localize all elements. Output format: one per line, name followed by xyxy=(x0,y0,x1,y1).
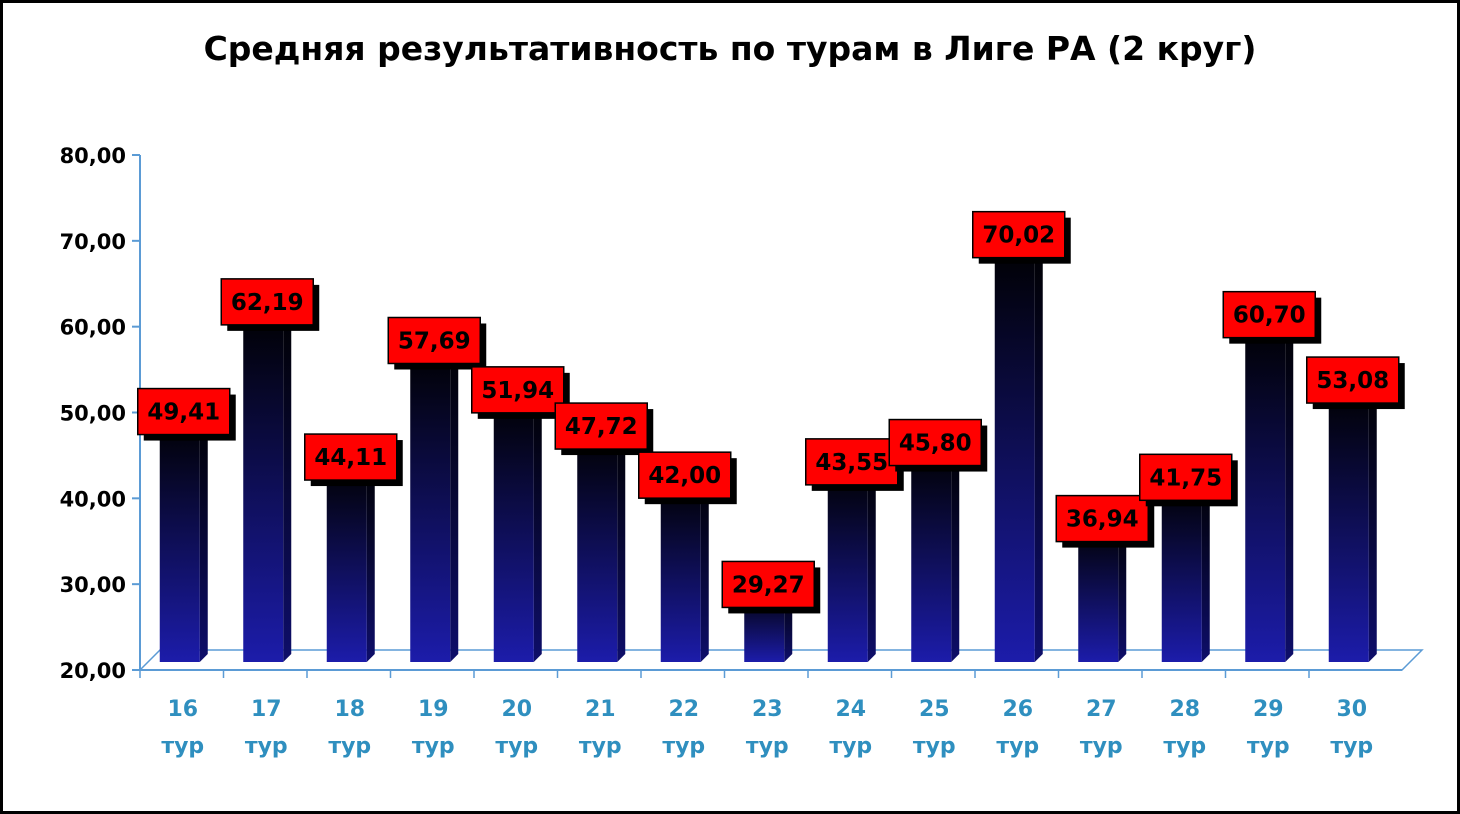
data-label-box xyxy=(1055,494,1149,543)
bar-side xyxy=(617,424,626,662)
data-label: 57,69 xyxy=(398,328,471,354)
data-label-box xyxy=(554,402,648,450)
data-label-box xyxy=(1306,356,1400,404)
x-tick-label: 26 xyxy=(1002,697,1033,722)
x-tick-label: тур xyxy=(161,734,204,759)
x-tick-label: 29 xyxy=(1253,697,1284,722)
data-label: 51,94 xyxy=(481,378,554,404)
bar xyxy=(827,467,868,662)
x-tick-label: 30 xyxy=(1336,697,1367,722)
data-label-box xyxy=(471,366,565,414)
bar xyxy=(660,481,701,662)
data-label: 42,00 xyxy=(648,463,721,489)
data-label: 60,70 xyxy=(1233,303,1306,329)
y-tick-label: 50,00 xyxy=(60,402,126,426)
bar-side xyxy=(951,440,960,662)
chart-axes: 20,00 30,00 40,00 50,00 60,00 70,00 80,00 16 тур… xyxy=(60,144,1402,759)
x-tick-label: тур xyxy=(1247,734,1290,759)
x-tick-label: тур xyxy=(746,734,789,759)
data-label: 53,08 xyxy=(1316,368,1389,394)
data-label: 47,72 xyxy=(565,414,638,440)
bar-side xyxy=(867,459,876,662)
data-label: 62,19 xyxy=(231,290,304,316)
x-tick-label: тур xyxy=(996,734,1039,759)
bar xyxy=(243,307,284,662)
data-label: 29,27 xyxy=(732,572,805,598)
data-label-box xyxy=(1222,290,1316,339)
data-label: 45,80 xyxy=(899,431,972,457)
bar xyxy=(1245,320,1286,662)
bar-side xyxy=(1368,378,1377,662)
bar-side xyxy=(366,455,375,662)
bar xyxy=(994,240,1035,662)
y-tick-label: 80,00 xyxy=(60,144,126,168)
data-label: 41,75 xyxy=(1149,465,1222,491)
bar-side xyxy=(199,409,208,662)
data-labels-group: 49,41 62,19 44,11 57,69 51,94 47,72 42,00 29,27… xyxy=(137,210,1405,614)
bar-side xyxy=(450,338,459,662)
x-tick-label: тур xyxy=(1163,734,1206,759)
x-tick-label: 27 xyxy=(1086,697,1117,722)
bar xyxy=(159,417,200,662)
y-tick-label: 70,00 xyxy=(60,230,126,254)
bar xyxy=(326,463,367,662)
bar xyxy=(493,395,534,662)
x-tick-label: 24 xyxy=(835,697,866,722)
bar xyxy=(1328,386,1369,662)
y-tick-label: 20,00 xyxy=(60,659,126,683)
x-tick-label: 18 xyxy=(334,697,365,722)
x-tick-label: 17 xyxy=(251,697,282,722)
data-label-box xyxy=(888,418,982,467)
y-tick-label: 60,00 xyxy=(60,316,126,340)
data-label-box xyxy=(387,316,481,365)
x-tick-label: тур xyxy=(579,734,622,759)
data-label-box xyxy=(638,451,732,499)
x-tick-label: тур xyxy=(662,734,705,759)
x-tick-label: 20 xyxy=(501,697,532,722)
x-tick-label: 23 xyxy=(752,697,783,722)
bar-side xyxy=(533,387,542,662)
x-tick-label: тур xyxy=(412,734,455,759)
chart-title: Средняя результативность по турам в Лиге… xyxy=(203,29,1257,68)
bars-group xyxy=(159,232,1377,662)
data-label-box xyxy=(721,560,815,609)
x-tick-label: тур xyxy=(913,734,956,759)
x-tick-label: 19 xyxy=(418,697,449,722)
data-label-box xyxy=(137,387,231,436)
bar-side xyxy=(1034,232,1043,662)
data-label-box xyxy=(1139,453,1233,502)
bar xyxy=(410,346,451,662)
y-tick-label: 30,00 xyxy=(60,573,126,597)
data-label-box xyxy=(805,438,899,486)
y-tick-label: 40,00 xyxy=(60,487,126,511)
x-tick-label: 25 xyxy=(919,697,950,722)
bar xyxy=(1161,483,1202,662)
bar-side xyxy=(283,299,292,662)
data-label: 43,55 xyxy=(815,450,888,476)
x-tick-label: 22 xyxy=(668,697,699,722)
bar-side xyxy=(1285,312,1294,662)
bar-side xyxy=(1118,516,1127,662)
bar xyxy=(577,432,618,662)
data-label: 49,41 xyxy=(147,400,220,426)
x-tick-label: тур xyxy=(829,734,872,759)
data-label-box xyxy=(304,433,398,481)
x-tick-label: 16 xyxy=(167,697,198,722)
data-label-box xyxy=(220,278,314,326)
data-label-box xyxy=(972,210,1066,259)
data-label: 36,94 xyxy=(1066,507,1139,533)
bar-side xyxy=(1201,475,1210,662)
x-tick-label: тур xyxy=(245,734,288,759)
x-tick-label: тур xyxy=(1330,734,1373,759)
bar xyxy=(911,448,952,662)
data-label: 44,11 xyxy=(314,445,387,471)
x-tick-label: тур xyxy=(1080,734,1123,759)
x-tick-label: 28 xyxy=(1169,697,1200,722)
data-label: 70,02 xyxy=(982,223,1055,249)
x-tick-label: 21 xyxy=(585,697,616,722)
bar-side xyxy=(700,473,709,662)
x-tick-label: тур xyxy=(328,734,371,759)
x-tick-label: тур xyxy=(495,734,538,759)
